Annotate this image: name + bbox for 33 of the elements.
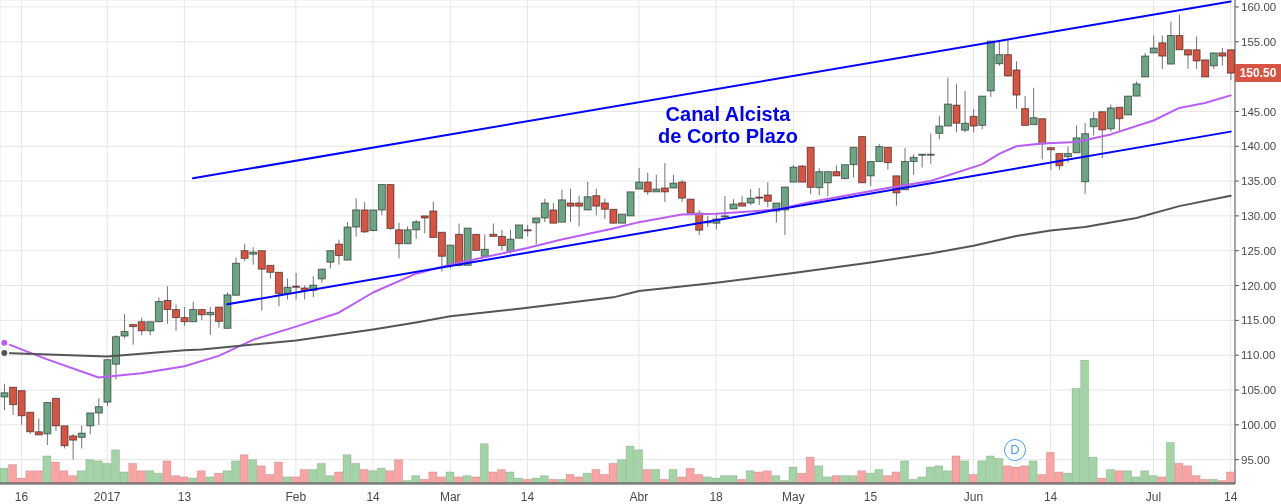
y-tick-label: 130.00	[1241, 209, 1277, 222]
x-tick-label: Abr	[629, 489, 649, 504]
x-tick-label: Jun	[963, 489, 984, 504]
y-tick-label: 145.00	[1241, 105, 1277, 118]
x-tick-label: 18	[709, 489, 724, 504]
x-tick-label: 14	[1224, 489, 1238, 504]
y-tick-label: 125.00	[1241, 244, 1277, 257]
y-tick-label: 160.00	[1241, 1, 1277, 14]
y-tick-label: 155.00	[1241, 35, 1277, 48]
x-tick-label: 15	[863, 489, 878, 504]
x-tick-label: 13	[177, 489, 192, 504]
x-tick-label: May	[781, 489, 805, 504]
candlestick	[1141, 52, 1150, 78]
y-tick-label: 140.00	[1241, 140, 1277, 153]
y-tick-label: 120.00	[1241, 279, 1277, 292]
x-tick-label: 14	[1043, 489, 1058, 504]
x-tick-label: Jul	[1145, 489, 1162, 504]
y-tick-label: 100.00	[1241, 418, 1277, 431]
x-tick-label: Feb	[285, 489, 307, 504]
y-tick-label: 135.00	[1241, 175, 1277, 188]
x-tick-label: 14	[520, 489, 535, 504]
candlestick	[1046, 147, 1055, 171]
x-tick-label: 14	[366, 489, 381, 504]
annotation: D	[1004, 439, 1026, 461]
x-tick-label: 16	[14, 489, 29, 504]
x-tick-label: 2017	[93, 489, 121, 504]
x-tick-label: Mar	[439, 489, 461, 504]
y-tick-label: 110.00	[1241, 349, 1276, 362]
y-tick-label: 115.00	[1241, 314, 1276, 327]
y-tick-label: 105.00	[1241, 384, 1277, 397]
annotation: Canal Alcista de Corto Plazo	[657, 103, 799, 147]
text: 150.50	[1235, 64, 1281, 83]
y-tick-label: 95.00	[1241, 453, 1270, 466]
